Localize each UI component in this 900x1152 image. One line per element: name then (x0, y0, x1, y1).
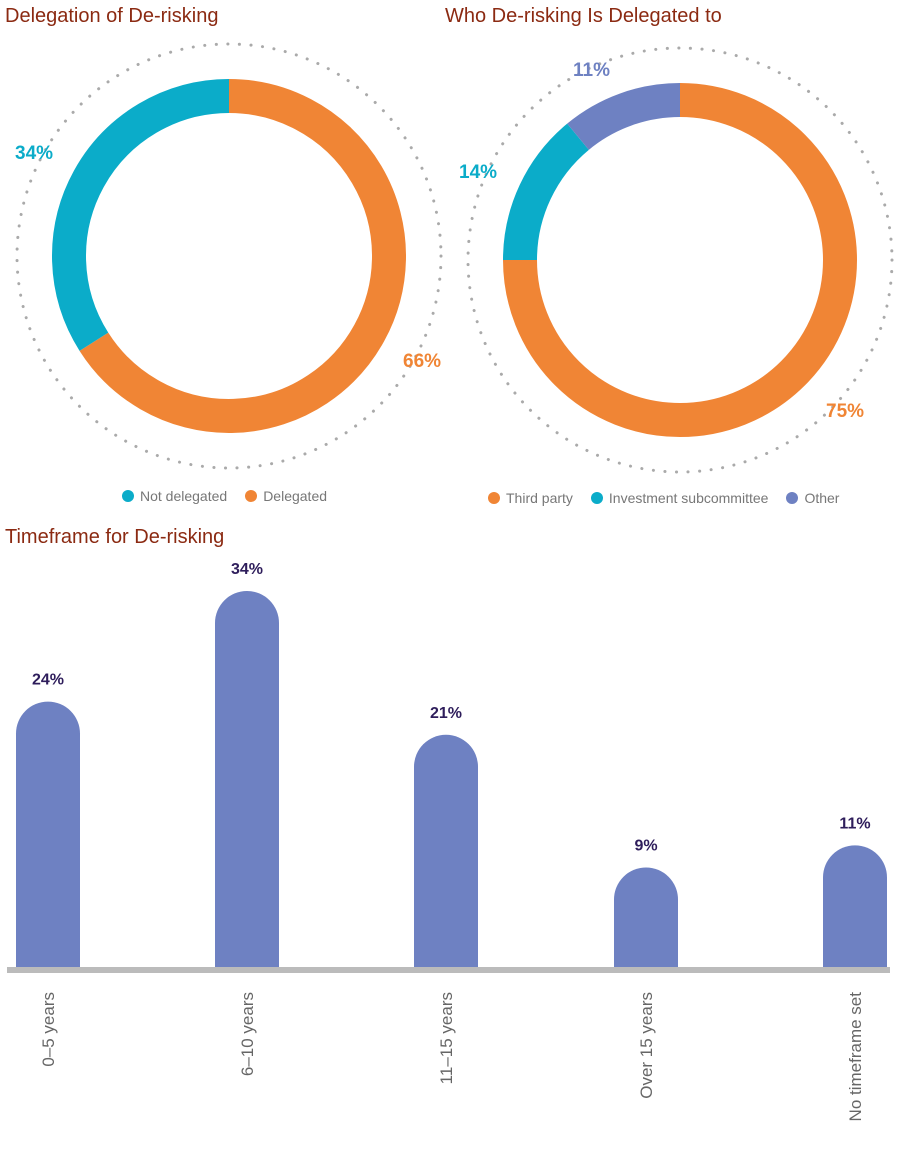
legend-swatch-teal (122, 490, 134, 502)
x-tick-label-0-5-years: 0–5 years (39, 992, 58, 1067)
legend-label: Other (804, 490, 840, 506)
donut2-label-other: 11% (573, 60, 610, 81)
x-axis-line (7, 967, 890, 973)
bar-value-label-11-15-years: 21% (430, 705, 462, 722)
donut1-title: Delegation of De-risking (5, 5, 219, 27)
donut1-label-delegated: 66% (403, 351, 441, 372)
legend-swatch-orange (245, 490, 258, 502)
bar-value-label-0-5-years: 24% (32, 672, 64, 689)
donut2-title: Who De-risking Is Delegated to (445, 5, 722, 27)
bar-value-label-no-timeframe-set: 11% (839, 815, 870, 832)
donut1-dotted-ring (15, 42, 443, 470)
legend-swatch-purple (786, 492, 799, 504)
legend-item-third-party: Third party (488, 490, 573, 506)
legend-label: Investment subcommittee (608, 490, 769, 506)
donut2-slice-other (567, 83, 681, 151)
legend-item-other: Other (786, 490, 839, 506)
bar-11-15-years (414, 734, 478, 967)
legend-label: Delegated (263, 488, 328, 504)
legend-swatch-teal (590, 492, 603, 504)
legend-label: Not delegated (140, 488, 228, 504)
donut1-label-not-delegated: 34% (15, 143, 53, 164)
bar-no-timeframe-set (823, 845, 887, 967)
donut2-slice-third-party (503, 83, 857, 437)
donut2-legend: Third party Investment subcommittee Othe… (488, 490, 839, 506)
legend-item-delegated: Delegated (245, 488, 327, 504)
legend-item-investment-subcommittee: Investment subcommittee (590, 490, 769, 506)
donut1-slice-not-delegated (52, 79, 230, 351)
x-tick-label-6-10-years: 6–10 years (238, 992, 257, 1076)
donut2-label-investment-subcommittee: 14% (459, 162, 497, 183)
legend-swatch-orange (488, 492, 500, 504)
bar-0-5-years (16, 701, 80, 967)
donut1-legend: Not delegated Delegated (122, 488, 327, 504)
donut2-label-third-party: 75% (826, 401, 864, 422)
donut2-slice-investment-subcommittee (503, 123, 590, 261)
donut1-slice-delegated (79, 79, 406, 433)
bar-chart-title: Timeframe for De-risking (5, 526, 225, 548)
legend-item-not-delegated: Not delegated (122, 488, 227, 504)
bar-value-label-over-15-years: 9% (634, 837, 657, 854)
x-tick-label-11-15-years: 11–15 years (437, 992, 456, 1084)
x-tick-label-no-timeframe-set: No timeframe set (846, 992, 865, 1122)
legend-label: Third party (506, 490, 573, 506)
bar-over-15-years (614, 867, 678, 967)
bar-6-10-years (215, 591, 279, 967)
bar-value-label-6-10-years: 34% (231, 561, 263, 578)
x-tick-label-over-15-years: Over 15 years (637, 992, 656, 1099)
donut2-dotted-ring (466, 46, 894, 474)
